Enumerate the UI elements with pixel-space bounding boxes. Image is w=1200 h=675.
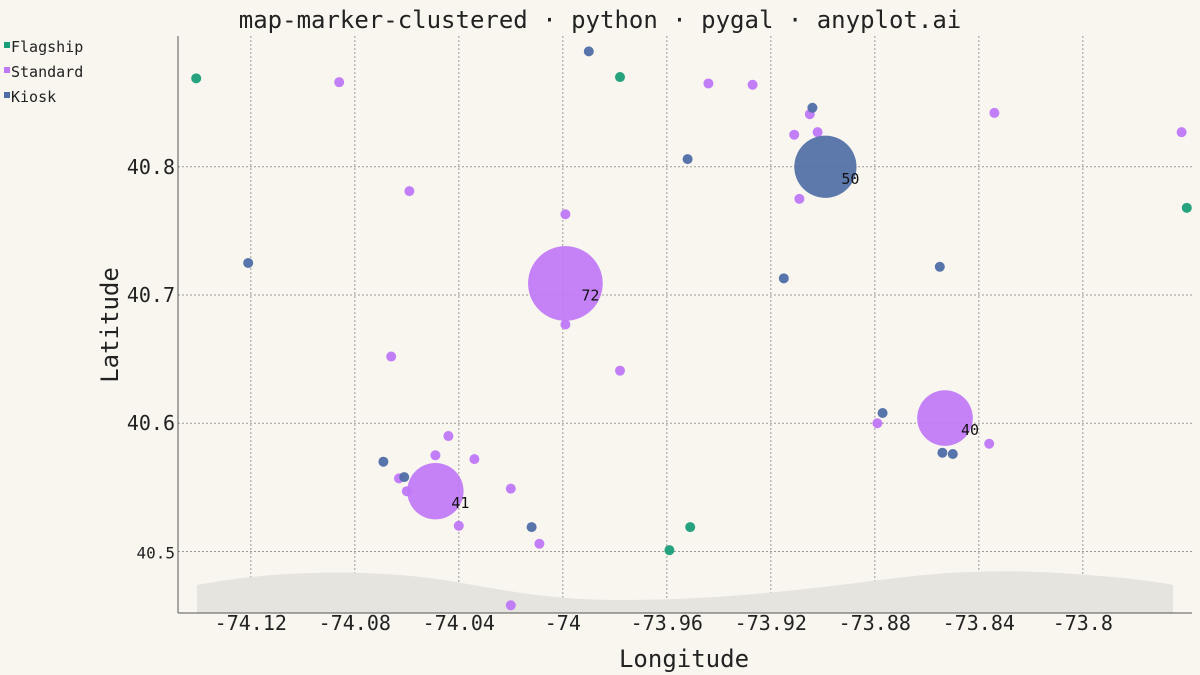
- land-shape: [197, 571, 1173, 613]
- legend-label-kiosk: Kiosk: [11, 88, 56, 106]
- kiosk-marker: [877, 407, 888, 418]
- flagship-marker: [191, 73, 202, 84]
- cluster-bubble: [528, 246, 603, 321]
- standard-marker: [812, 127, 823, 138]
- y-tick-label: 40.6: [127, 411, 175, 435]
- standard-marker: [443, 431, 454, 442]
- flagship-marker: [1181, 202, 1192, 213]
- standard-marker: [469, 454, 480, 465]
- x-tick-label: -73.92: [735, 611, 807, 635]
- y-tick-label: 40.5: [136, 543, 175, 562]
- legend-label-flagship: Flagship: [11, 38, 83, 56]
- standard-marker: [334, 77, 345, 88]
- cluster-bubble: [917, 390, 973, 446]
- standard-marker: [505, 483, 516, 494]
- cluster-count-label: 72: [581, 286, 599, 304]
- legend-label-standard: Standard: [11, 63, 83, 81]
- y-axis-label: Latitude: [96, 267, 124, 383]
- x-tick-label: -73.88: [839, 611, 911, 635]
- legend-swatch-standard: [4, 67, 10, 73]
- kiosk-marker: [807, 102, 818, 113]
- cluster-count-label: 50: [841, 170, 859, 188]
- markers: [191, 46, 1192, 611]
- standard-marker: [984, 438, 995, 449]
- cluster-bubble: [407, 463, 464, 520]
- cluster-count-label: 40: [961, 421, 979, 439]
- kiosk-marker: [399, 472, 410, 483]
- x-tick-label: -74.04: [423, 611, 495, 635]
- standard-marker: [872, 418, 883, 429]
- kiosk-marker: [937, 447, 948, 458]
- standard-marker: [505, 600, 516, 611]
- flagship-marker: [685, 522, 696, 533]
- standard-marker: [453, 520, 464, 531]
- standard-marker: [703, 78, 714, 89]
- kiosk-marker: [682, 154, 693, 165]
- x-tick-label: -74.08: [319, 611, 391, 635]
- cluster-count-label: 41: [451, 494, 469, 512]
- kiosk-marker: [583, 46, 594, 57]
- x-tick-label: -73.84: [943, 611, 1015, 635]
- clusters: 72 50 40 41: [407, 135, 979, 520]
- x-tick-label: -73.8: [1053, 611, 1113, 635]
- standard-marker: [430, 450, 441, 461]
- kiosk-marker: [778, 273, 789, 284]
- standard-marker: [534, 538, 545, 549]
- kiosk-marker: [947, 449, 958, 460]
- standard-marker: [989, 107, 1000, 118]
- standard-marker: [386, 351, 397, 362]
- standard-marker: [560, 209, 571, 220]
- standard-marker: [747, 79, 758, 90]
- kiosk-marker: [243, 257, 254, 268]
- standard-marker: [404, 186, 415, 197]
- x-tick-label: -74: [545, 611, 581, 635]
- standard-marker: [615, 365, 625, 376]
- x-axis-label: Longitude: [619, 645, 749, 673]
- flagship-marker: [664, 545, 675, 556]
- standard-marker: [560, 319, 571, 330]
- standard-marker: [794, 193, 805, 204]
- x-tick-label: -74.12: [215, 611, 287, 635]
- kiosk-marker: [378, 456, 389, 467]
- y-tick-label: 40.7: [127, 283, 175, 307]
- kiosk-marker: [934, 261, 945, 272]
- legend-swatch-flagship: [4, 42, 10, 48]
- legend: Flagship Standard Kiosk: [4, 38, 83, 106]
- kiosk-marker: [526, 522, 537, 533]
- axes: -74.12 -74.08 -74.04 -74 -73.96 -73.92 -73.88 -…: [127, 36, 1192, 635]
- flagship-marker: [615, 72, 625, 83]
- standard-marker: [789, 129, 800, 140]
- standard-marker: [1176, 127, 1187, 138]
- chart-title: map-marker-clustered · python · pygal · …: [239, 6, 961, 34]
- y-tick-label: 40.8: [127, 155, 175, 179]
- legend-swatch-kiosk: [4, 92, 10, 98]
- x-tick-label: -73.96: [631, 611, 703, 635]
- cluster-bubble: [794, 135, 857, 198]
